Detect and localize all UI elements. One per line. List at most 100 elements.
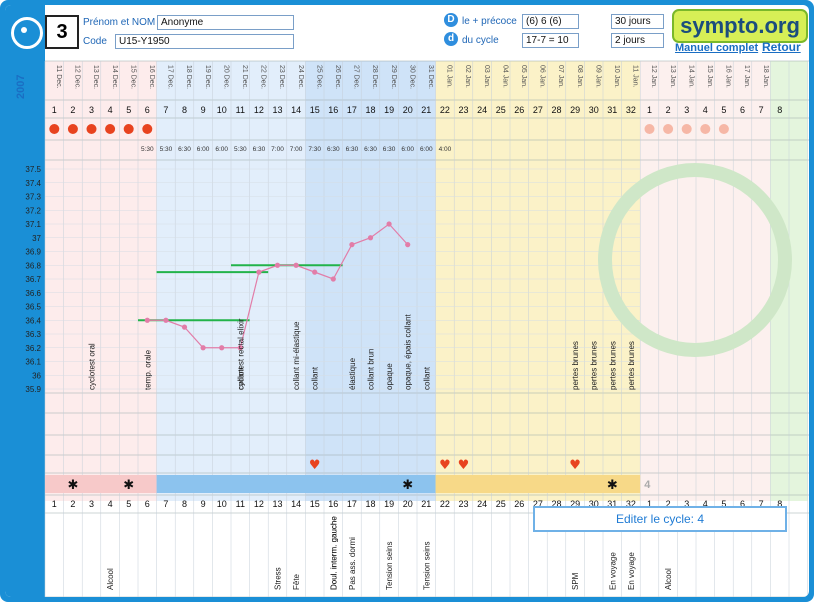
time-label: 6:30 [364, 146, 377, 153]
cycle-day: 26 [514, 105, 524, 115]
cycle-label: du cycle [462, 35, 499, 46]
watermark-icon [598, 163, 792, 357]
date-label: 05 Jan. [520, 65, 527, 88]
temp-point [367, 235, 374, 241]
bottom-day: 13 [272, 499, 282, 509]
date-label: 19 Dec. [204, 65, 211, 89]
date-label: 11 Jan. [632, 65, 639, 87]
time-label: 6:30 [383, 146, 396, 153]
time-label: 6:00 [420, 146, 433, 153]
bottom-day: 15 [310, 499, 320, 509]
bleeding-drop-icon [644, 124, 655, 134]
bottom-day: 7 [759, 499, 764, 509]
time-label: 6:30 [327, 146, 340, 153]
date-label: 28 Dec. [371, 65, 378, 89]
bottom-day: 2 [70, 499, 75, 509]
temp-tick: 36.7 [25, 275, 41, 284]
cycle-day: 9 [201, 105, 206, 115]
time-label: 6:30 [346, 146, 359, 153]
bottom-day: 30 [589, 499, 599, 509]
cycle-day: 15 [310, 105, 320, 115]
time-label: 5:30 [141, 146, 154, 153]
time-label: 4:00 [439, 146, 452, 153]
bottom-day: 24 [477, 499, 487, 509]
temp-tick: 37.3 [25, 193, 41, 202]
time-label: 5:30 [160, 146, 173, 153]
cycle-day: 18 [365, 105, 375, 115]
cycle-day: 5 [721, 105, 726, 115]
bottom-day: 1 [647, 499, 652, 509]
note-text: Alcool [664, 568, 673, 590]
date-label: 09 Jan. [594, 65, 601, 88]
time-label: 6:00 [401, 146, 414, 153]
bottom-day: 18 [365, 499, 375, 509]
cycle-day: 19 [384, 105, 394, 115]
time-label: 5:30 [234, 146, 247, 153]
observation-text: temp. orale [143, 349, 152, 390]
bleeding-drop-icon [67, 124, 78, 134]
d-cycle-icon: d [444, 32, 458, 46]
bottom-day: 27 [533, 499, 543, 509]
date-label: 06 Jan. [539, 65, 546, 88]
date-label: 27 Dec. [353, 65, 360, 89]
edit-cycle-button[interactable]: Editer le cycle: 4 [533, 506, 787, 532]
date-label: 02 Jan. [464, 65, 471, 88]
bleeding-drop-icon [105, 124, 116, 134]
cycle-day: 1 [647, 105, 652, 115]
observation-text: pertes brunes [608, 341, 617, 390]
cycle-day: 2 [70, 105, 75, 115]
d-plus-label: le + précoce [462, 16, 517, 27]
cycle-day: 1 [52, 105, 57, 115]
bottom-day: 17 [347, 499, 357, 509]
temp-point [144, 317, 150, 323]
heart-icon: ♥ [569, 458, 581, 473]
date-label: 11 Dec. [55, 65, 62, 89]
temp-tick: 36.3 [25, 330, 41, 339]
days-field-2[interactable]: 2 jours [611, 33, 664, 48]
cycle-day: 7 [163, 105, 168, 115]
logo-icon [11, 17, 43, 49]
cycle-chart: 11 Dec. 12 Dec. 13 Dec. 14 Dec. 15 Dec. 16 De… [25, 60, 809, 597]
note-text: En voyage [608, 552, 617, 590]
d-plus-field[interactable]: (6) 6 (6) [522, 14, 579, 29]
time-label: 7:00 [271, 146, 284, 153]
temp-tick: 37.4 [25, 179, 41, 188]
manual-link[interactable]: Manuel complet [675, 42, 759, 54]
bottom-day: 22 [440, 499, 450, 509]
date-label: 03 Jan. [483, 65, 490, 88]
cycle-day: 21 [421, 105, 431, 115]
bottom-day: 29 [570, 499, 580, 509]
temp-point [312, 269, 318, 275]
bottom-day: 7 [163, 499, 168, 509]
bleeding-drop-icon [86, 124, 97, 134]
next-cycle-band [640, 61, 771, 501]
date-label: 17 Jan. [743, 65, 750, 88]
bottom-day: 4 [108, 499, 113, 509]
code-field[interactable]: U15-Y1950 [115, 34, 294, 49]
bottom-day: 28 [551, 499, 561, 509]
observation-text: collant mi-élastique [292, 321, 301, 390]
bottom-day: 11 [236, 499, 245, 509]
bottom-day: 8 [182, 499, 187, 509]
temp-tick: 37.5 [25, 165, 41, 174]
observation-text: collant [311, 366, 320, 390]
bottom-day: 19 [384, 499, 394, 509]
date-label: 07 Jan. [557, 65, 564, 88]
date-label: 13 Jan. [669, 65, 676, 88]
bottom-day: 2 [666, 499, 671, 509]
date-label: 15 Jan. [706, 65, 713, 88]
note-text: Stress [274, 567, 283, 590]
cycle-field[interactable]: 17-7 = 10 [522, 33, 579, 48]
days-field-1[interactable]: 30 jours [611, 14, 664, 29]
date-label: 26 Dec. [334, 65, 341, 89]
temp-tick: 37.1 [25, 220, 41, 229]
date-label: 31 Dec. [427, 65, 434, 89]
observation-text: pertes brunes [571, 341, 580, 390]
back-link[interactable]: Retour [762, 40, 801, 54]
cycle-day: 20 [403, 105, 413, 115]
time-label: 7:30 [308, 146, 321, 153]
name-field[interactable]: Anonyme [157, 15, 294, 30]
bottom-day: 6 [145, 499, 150, 509]
date-label: 21 Dec. [241, 65, 248, 89]
cycle-day: 30 [589, 105, 599, 115]
